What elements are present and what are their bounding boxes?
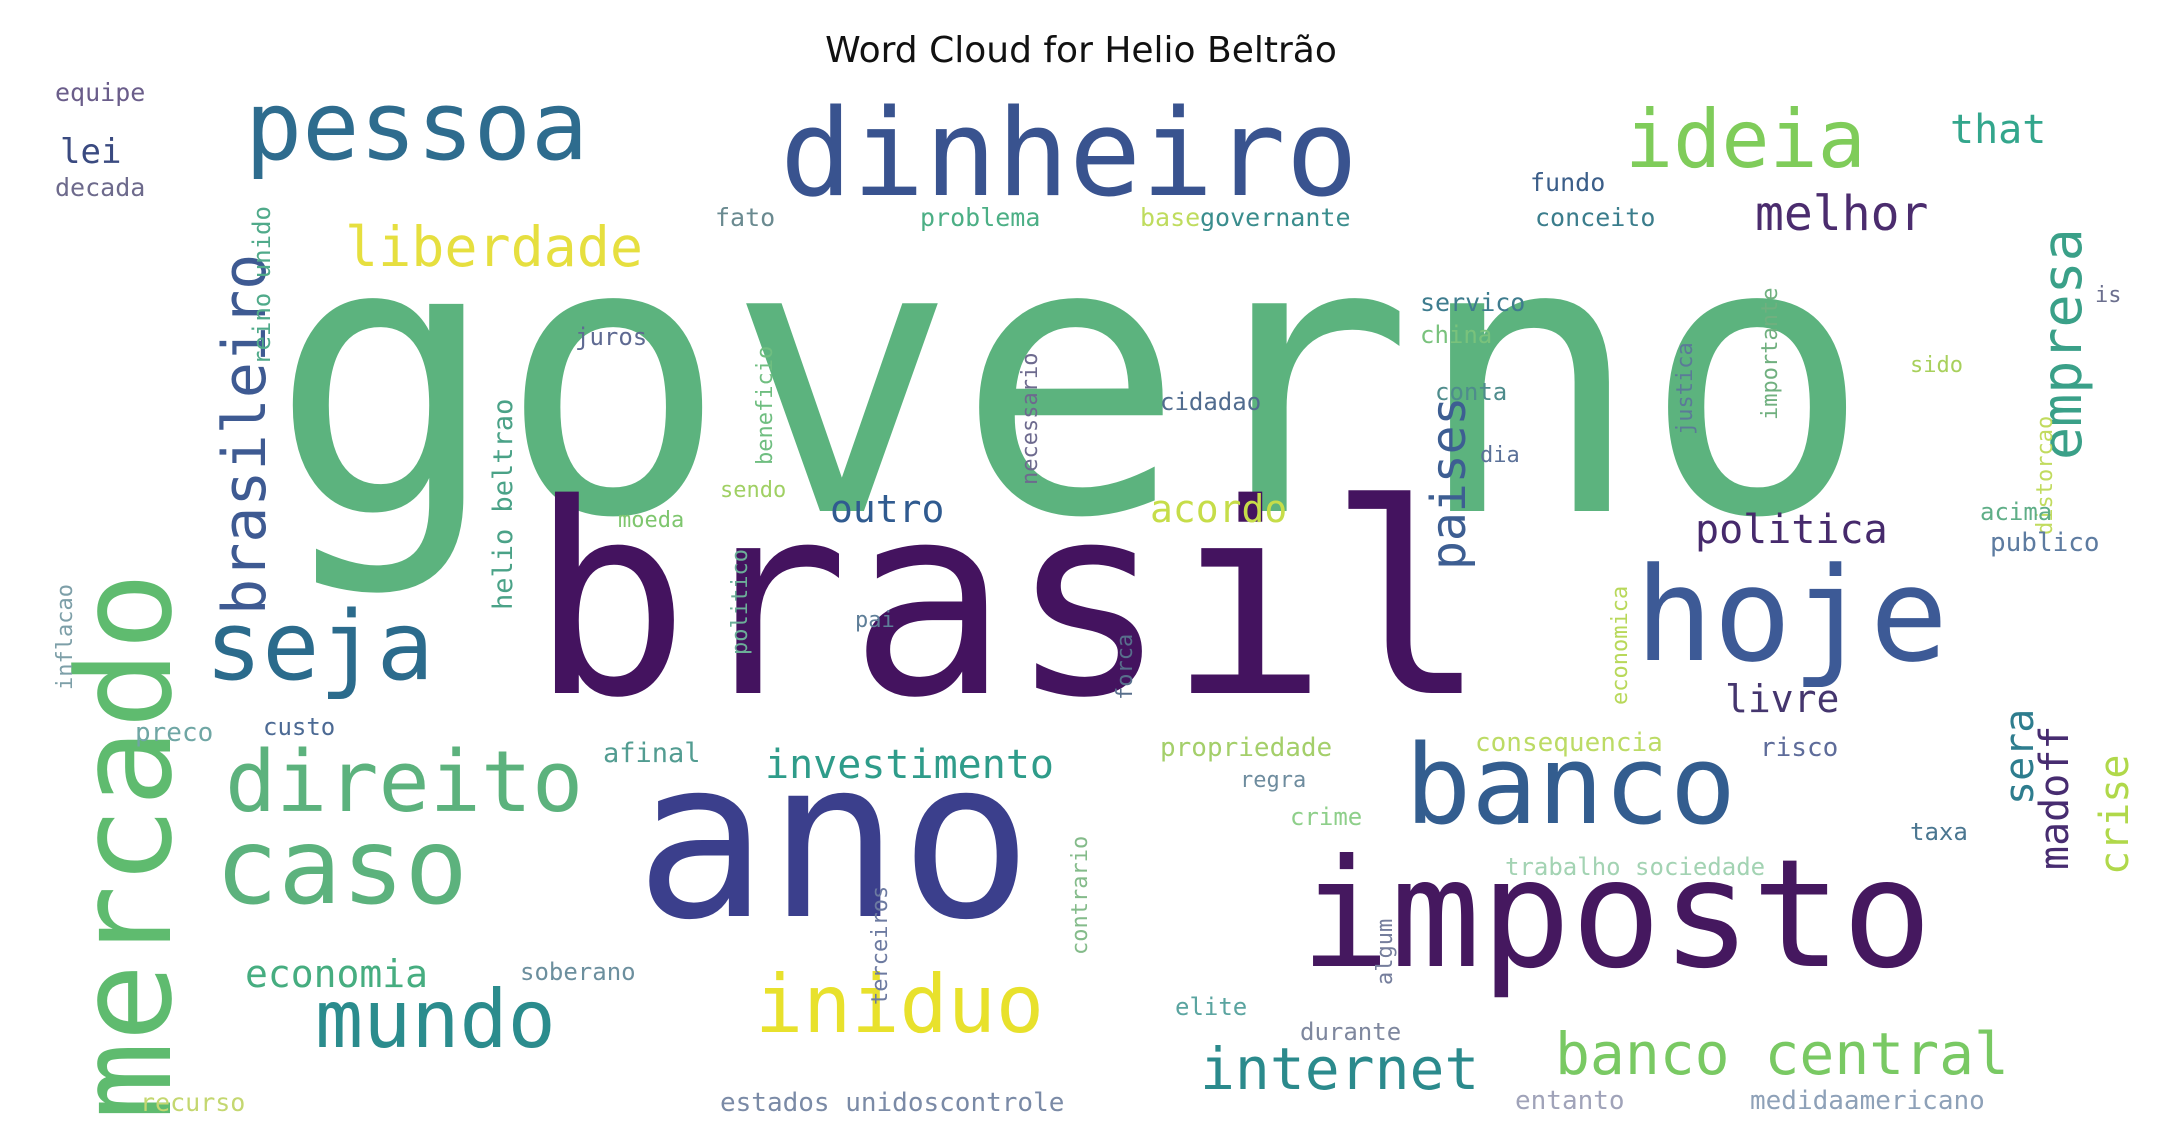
word-imposto: imposto: [1300, 828, 1933, 1002]
word-china: china: [1420, 321, 1493, 349]
word-outro: outro: [830, 487, 945, 531]
word-recurso: recurso: [140, 1088, 246, 1117]
word-elite: elite: [1175, 993, 1248, 1021]
word-crise: crise: [2092, 754, 2138, 875]
word-base: base: [1140, 203, 1201, 232]
word-estados-unidoscontrole: estados unidoscontrole: [720, 1088, 1065, 1118]
word-equipe: equipe: [55, 80, 146, 107]
word-beneficio: beneficio: [753, 345, 778, 465]
word-madoff: madoff: [2032, 725, 2078, 871]
word-risco: risco: [1760, 733, 1839, 763]
word-investimento: investimento: [765, 742, 1054, 788]
word-consequencia: consequencia: [1475, 728, 1663, 758]
word-lei: lei: [60, 132, 122, 172]
word-is: is: [2095, 283, 2122, 308]
word-seja: seja: [205, 592, 434, 702]
word-economica: economica: [1608, 585, 1633, 705]
word-contrario: contrario: [1068, 835, 1093, 955]
word-banco-central: banco central: [1555, 1020, 2009, 1088]
word-reino-unido: reino unido: [248, 206, 276, 365]
word-terceiros: terceiros: [868, 885, 893, 1005]
word-politica: politica: [1695, 507, 1888, 553]
word-economia: economia: [245, 952, 429, 996]
word-crime: crime: [1290, 803, 1363, 831]
word-servico: servico: [1420, 288, 1526, 317]
word-governo: governo: [270, 158, 1872, 601]
word-helio-beltrao: helio beltrao: [488, 398, 519, 610]
word-politico: politico: [728, 549, 753, 655]
word-necessario: necessario: [1018, 352, 1043, 485]
word-regra: regra: [1240, 768, 1307, 793]
word-inflacao: inflacao: [53, 584, 78, 690]
word-preco: preco: [135, 718, 214, 748]
word-livre: livre: [1725, 677, 1840, 721]
word-ano: ano: [635, 712, 1033, 968]
word-importante: importante: [1758, 287, 1783, 420]
word-mercado: mercado: [49, 572, 201, 1120]
word-liberdade: liberdade: [345, 215, 644, 279]
word-publico: publico: [1990, 528, 2100, 558]
word-fundo: fundo: [1530, 168, 1606, 197]
word-sendo: sendo: [720, 478, 787, 503]
word-melhor: melhor: [1755, 186, 1929, 242]
word-hoje: hoje: [1635, 539, 1949, 691]
word-custo: custo: [263, 713, 336, 741]
word-pai: pai: [855, 608, 895, 633]
word-acima: acima: [1980, 498, 2053, 526]
word-juros: juros: [575, 323, 648, 351]
word-brasil: brasil: [530, 448, 1488, 756]
word-cloud: governo brasil ano imposto hoje mercado dinhei…: [15, 80, 2145, 1130]
word-trabalho-sociedade: trabalho sociedade: [1505, 853, 1766, 881]
word-conta: conta: [1435, 378, 1508, 406]
word-medidaamericano: medidaamericano: [1750, 1086, 1985, 1116]
word-decada: decada: [55, 173, 146, 202]
word-direito: direito: [225, 733, 584, 832]
word-propriedade: propriedade: [1160, 733, 1333, 763]
word-cidadao: cidadao: [1160, 388, 1262, 416]
word-dia: dia: [1480, 443, 1520, 468]
word-that: that: [1950, 107, 2047, 153]
word-iniduo: iniduo: [755, 958, 1044, 1051]
word-fato: fato: [715, 203, 776, 232]
word-taxa: taxa: [1910, 818, 1968, 846]
word-mundo: mundo: [315, 973, 556, 1066]
word-forca: forca: [1113, 633, 1138, 700]
word-durante: durante: [1300, 1018, 1402, 1046]
word-entanto: entanto: [1515, 1086, 1625, 1116]
word-pessoa: pessoa: [245, 80, 589, 182]
word-moeda: moeda: [618, 508, 685, 533]
word-ideia: ideia: [1625, 93, 1866, 186]
word-internet: internet: [1200, 1035, 1480, 1103]
word-problema: problema: [920, 203, 1041, 232]
word-paises: paises: [1421, 396, 1477, 570]
word-justica: justica: [1673, 342, 1698, 435]
word-conceito: conceito: [1535, 203, 1656, 232]
word-banco: banco: [1405, 721, 1737, 849]
word-algum: algum: [1373, 918, 1398, 985]
word-governante: governante: [1200, 203, 1351, 232]
word-dinheiro: dinheiro: [780, 85, 1358, 224]
word-sido: sido: [1910, 353, 1963, 378]
word-caso: caso: [215, 806, 468, 928]
chart-title: Word Cloud for Helio Beltrão: [825, 30, 1337, 71]
word-afinal: afinal: [603, 738, 701, 769]
word-acordo: acordo: [1150, 487, 1288, 531]
word-soberano: soberano: [520, 958, 636, 986]
